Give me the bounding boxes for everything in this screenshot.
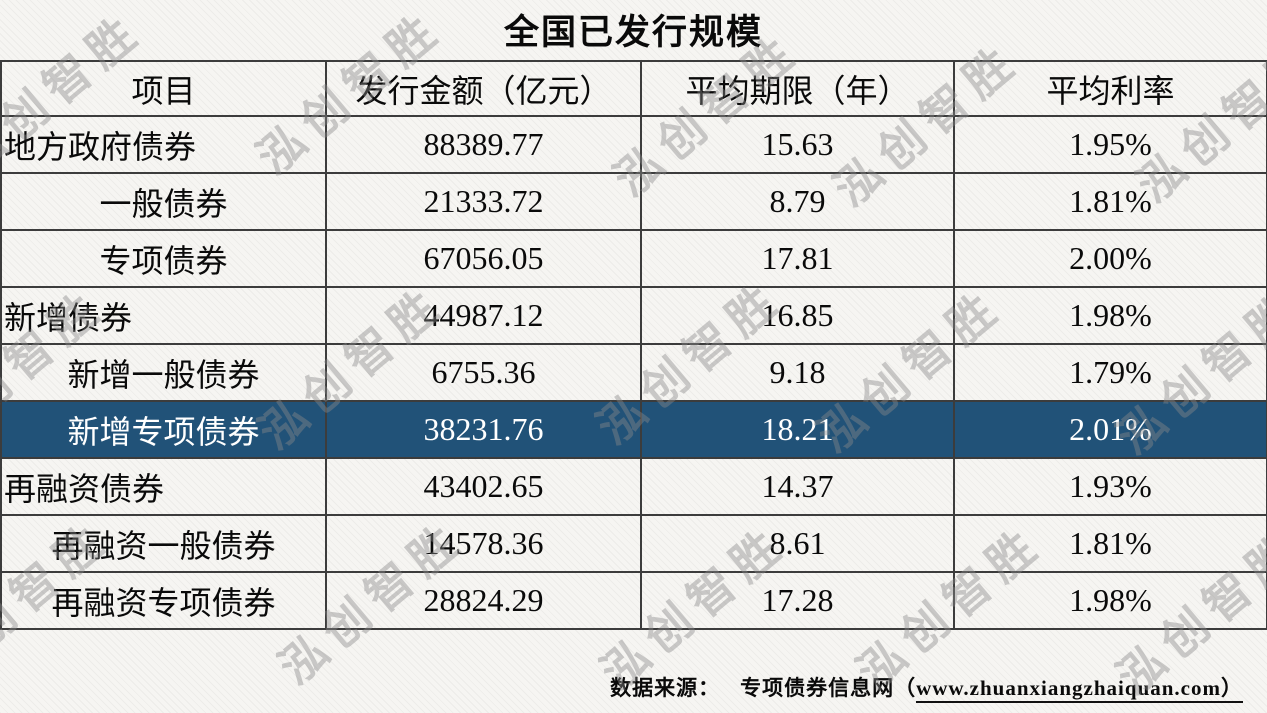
table-row: 再融资一般债券 14578.36 8.61 1.81% [0, 514, 1267, 573]
table-row: 地方政府债券 88389.77 15.63 1.95% [0, 115, 1267, 174]
data-source-paren-open: （ [894, 676, 917, 700]
row-term: 16.85 [640, 286, 955, 345]
row-amount: 38231.76 [325, 400, 642, 459]
row-amount: 21333.72 [325, 172, 642, 231]
table-row: 新增债券 44987.12 16.85 1.98% [0, 286, 1267, 345]
table-row: 再融资债券 43402.65 14.37 1.93% [0, 457, 1267, 516]
data-source-label: 数据来源： [610, 676, 721, 700]
row-rate: 1.95% [953, 115, 1267, 174]
row-rate: 2.01% [953, 400, 1267, 459]
table-row: 一般债券 21333.72 8.79 1.81% [0, 172, 1267, 231]
row-term: 8.79 [640, 172, 955, 231]
col-header-item: 项目 [0, 60, 327, 117]
row-rate: 1.81% [953, 172, 1267, 231]
table-row: 再融资专项债券 28824.29 17.28 1.98% [0, 571, 1267, 630]
row-rate: 1.93% [953, 457, 1267, 516]
row-amount: 14578.36 [325, 514, 642, 573]
col-header-amount: 发行金额（亿元） [325, 60, 642, 117]
table-row: 新增一般债券 6755.36 9.18 1.79% [0, 343, 1267, 402]
row-term: 14.37 [640, 457, 955, 516]
row-item-label: 地方政府债券 [0, 115, 327, 174]
row-item-label: 再融资专项债券 [0, 571, 327, 630]
row-term: 18.21 [640, 400, 955, 459]
row-item-label: 再融资债券 [0, 457, 327, 516]
row-term: 15.63 [640, 115, 955, 174]
row-amount: 6755.36 [325, 343, 642, 402]
row-rate: 1.98% [953, 286, 1267, 345]
table-header-row: 项目 发行金额（亿元） 平均期限（年） 平均利率 [0, 60, 1267, 117]
row-item-label: 专项债券 [0, 229, 327, 288]
row-item-label: 新增专项债券 [0, 400, 327, 459]
row-rate: 1.79% [953, 343, 1267, 402]
row-term: 17.81 [640, 229, 955, 288]
row-item-label: 新增债券 [0, 286, 327, 345]
row-amount: 43402.65 [325, 457, 642, 516]
data-source-url[interactable]: www.zhuanxiangzhaiquan.com [916, 676, 1221, 703]
data-source-site: 专项债券信息网 [740, 676, 895, 700]
col-header-rate: 平均利率 [953, 60, 1267, 117]
col-header-term: 平均期限（年） [640, 60, 955, 117]
row-rate: 2.00% [953, 229, 1267, 288]
table-row: 专项债券 67056.05 17.81 2.00% [0, 229, 1267, 288]
row-amount: 67056.05 [325, 229, 642, 288]
row-rate: 1.81% [953, 514, 1267, 573]
page-title: 全国已发行规模 [503, 13, 763, 52]
row-term: 17.28 [640, 571, 955, 630]
data-source-paren-close: ） [1221, 676, 1243, 703]
row-amount: 28824.29 [325, 571, 642, 630]
row-item-label: 一般债券 [0, 172, 327, 231]
table-row-highlighted: 新增专项债券 38231.76 18.21 2.01% [0, 400, 1267, 459]
row-amount: 44987.12 [325, 286, 642, 345]
row-term: 8.61 [640, 514, 955, 573]
row-item-label: 新增一般债券 [0, 343, 327, 402]
row-term: 9.18 [640, 343, 955, 402]
row-rate: 1.98% [953, 571, 1267, 630]
data-source: 数据来源： 专项债券信息网（www.zhuanxiangzhaiquan.com） [610, 672, 1243, 703]
issuance-table: 项目 发行金额（亿元） 平均期限（年） 平均利率 地方政府债券 88389.77… [0, 60, 1267, 630]
row-item-label: 再融资一般债券 [0, 514, 327, 573]
row-amount: 88389.77 [325, 115, 642, 174]
